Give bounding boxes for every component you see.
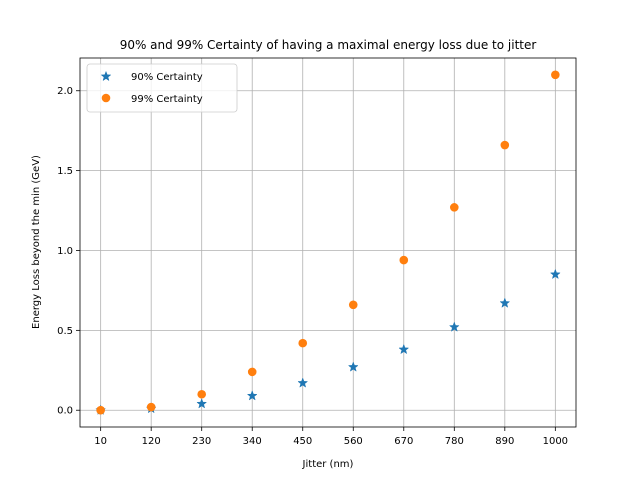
data-point [448, 321, 460, 332]
plot-frame [79, 57, 577, 428]
x-tick-label: 1000 [543, 436, 568, 447]
x-axis-label: Jitter (nm) [302, 459, 354, 470]
y-tick-label: 0.5 [57, 326, 73, 337]
data-point [297, 377, 309, 388]
x-tick-label: 890 [495, 436, 514, 447]
y-axis-label: Energy Loss beyond the min (GeV) [31, 155, 42, 329]
data-point [96, 405, 105, 415]
legend-marker-90-certainty [100, 70, 112, 82]
x-tick-label: 10 [94, 436, 107, 447]
legend-marker-99-certainty [101, 93, 111, 103]
data-point [347, 361, 359, 372]
data-point [348, 300, 358, 310]
y-tick-label: 1.0 [57, 246, 73, 257]
y-tick-label: 2.0 [57, 86, 73, 97]
data-point [246, 390, 258, 401]
data-point [499, 297, 511, 308]
x-tick-label: 560 [344, 436, 363, 447]
legend-box [86, 63, 238, 113]
series-99-certainty [96, 70, 560, 415]
legend-circle-marker [101, 93, 111, 103]
x-tick-label: 670 [394, 436, 413, 447]
data-point [398, 343, 410, 355]
data-point [500, 140, 510, 150]
data-point [146, 402, 156, 412]
chart-title: 90% and 99% Certainty of having a maxima… [120, 38, 537, 52]
x-tick-label: 120 [142, 436, 161, 447]
x-tick-label: 780 [445, 436, 464, 447]
x-tick-label: 340 [243, 436, 262, 447]
data-point [197, 389, 207, 399]
grid-layer [80, 58, 576, 427]
data-point [551, 70, 560, 80]
x-tick-label: 230 [192, 436, 211, 447]
data-point [247, 367, 257, 377]
data-point [449, 203, 459, 212]
legend-label-99-certainty: 99% Certainty [131, 94, 203, 105]
legend-star-marker [100, 70, 112, 82]
data-point [196, 398, 208, 409]
data-point [399, 255, 409, 265]
legend: 90% Certainty 99% Certainty [86, 63, 238, 113]
y-tick-label: 0.0 [57, 406, 73, 417]
data-point [549, 268, 561, 280]
y-tick-label: 1.5 [57, 166, 73, 177]
x-tick-label: 450 [293, 436, 312, 447]
legend-label-90-certainty: 90% Certainty [131, 72, 203, 83]
marks-layer [95, 70, 561, 415]
axis-layer: 10 120 230 340 450 560 670 780 890 1000 0.0 0.5 1.0 1… [57, 57, 577, 447]
data-point [298, 338, 308, 348]
